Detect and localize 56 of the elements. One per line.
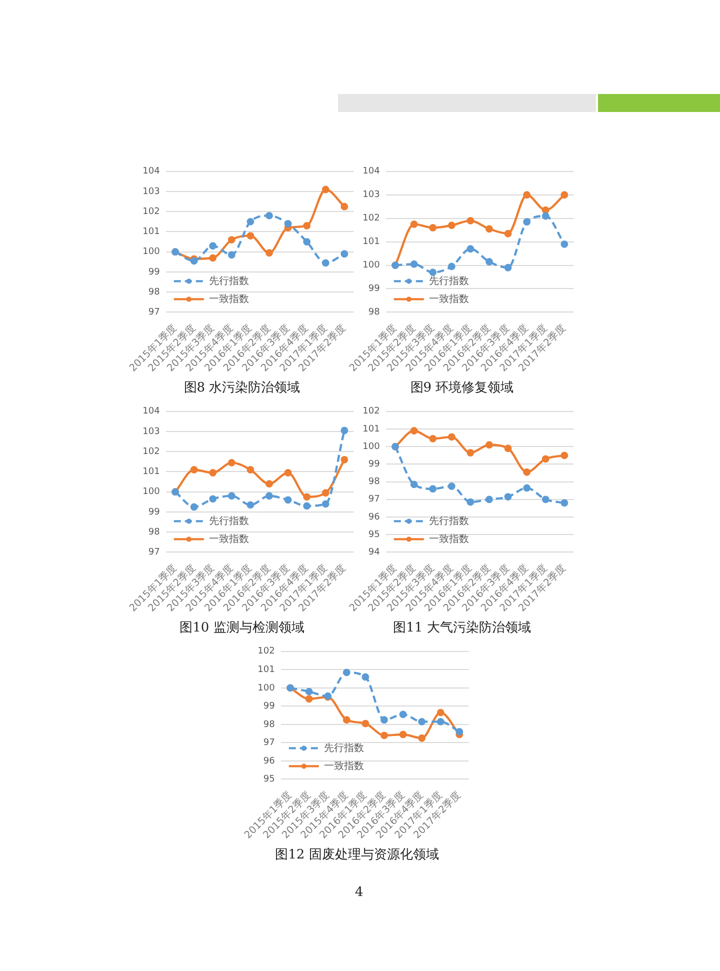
text: 4 xyxy=(355,885,364,900)
y-tick-label: 104 xyxy=(142,166,160,177)
y-tick-label: 101 xyxy=(258,665,275,675)
y-tick-label: 94 xyxy=(368,548,380,558)
legend-label: 一致指数 xyxy=(208,532,249,545)
y-tick-label: 100 xyxy=(362,442,380,452)
y-tick-label: 104 xyxy=(142,406,160,417)
y-tick-label: 99 xyxy=(263,702,276,712)
y-tick-label: 98 xyxy=(148,287,160,298)
text: 图8 水污染防治领域 xyxy=(184,380,300,396)
legend-label: 先行指数 xyxy=(428,274,469,287)
legend-label: 一致指数 xyxy=(324,760,364,772)
y-tick-label: 98 xyxy=(148,527,160,538)
y-tick-label: 101 xyxy=(362,424,380,434)
legend-label: 一致指数 xyxy=(428,292,469,305)
legend-label: 先行指数 xyxy=(208,514,249,527)
y-tick-label: 98 xyxy=(368,477,380,488)
y-tick-label: 101 xyxy=(142,467,160,478)
y-tick-label: 99 xyxy=(368,460,380,470)
y-tick-label: 95 xyxy=(368,530,380,540)
y-tick-label: 102 xyxy=(258,646,275,657)
legend-label: 先行指数 xyxy=(324,742,364,754)
y-tick-label: 104 xyxy=(362,166,380,177)
y-tick-label: 101 xyxy=(142,227,160,238)
text: 图12 固废处理与资源化领域 xyxy=(275,848,439,863)
text: 图11 大气污染防治领域 xyxy=(393,620,531,636)
y-tick-label: 99 xyxy=(148,507,160,518)
legend-label: 先行指数 xyxy=(428,514,469,527)
y-tick-label: 96 xyxy=(368,512,380,522)
legend-label: 一致指数 xyxy=(208,292,249,305)
legend-label: 先行指数 xyxy=(208,274,249,287)
y-tick-label: 100 xyxy=(362,260,380,271)
y-tick-label: 102 xyxy=(362,406,380,417)
y-tick-label: 99 xyxy=(368,284,380,294)
y-tick-label: 102 xyxy=(142,446,160,457)
text: 图10 监测与检测领域 xyxy=(180,620,304,636)
y-tick-label: 102 xyxy=(142,206,160,217)
y-tick-label: 98 xyxy=(263,720,276,730)
text: 图9 环境修复领域 xyxy=(410,380,514,396)
y-tick-label: 100 xyxy=(258,683,276,694)
y-tick-label: 100 xyxy=(142,247,160,258)
y-tick-label: 103 xyxy=(362,190,380,200)
y-tick-label: 96 xyxy=(263,756,276,766)
y-tick-label: 95 xyxy=(263,774,275,785)
y-tick-label: 99 xyxy=(148,267,160,278)
y-tick-label: 97 xyxy=(148,548,160,558)
y-tick-label: 101 xyxy=(362,237,380,248)
y-tick-label: 103 xyxy=(142,186,160,197)
y-tick-label: 100 xyxy=(142,487,160,498)
y-tick-label: 102 xyxy=(362,214,380,224)
y-tick-label: 103 xyxy=(142,426,160,437)
legend-label: 一致指数 xyxy=(428,532,469,545)
y-tick-label: 97 xyxy=(368,494,380,505)
y-tick-label: 98 xyxy=(368,308,380,318)
y-tick-label: 97 xyxy=(148,308,160,318)
y-tick-label: 97 xyxy=(263,738,275,748)
